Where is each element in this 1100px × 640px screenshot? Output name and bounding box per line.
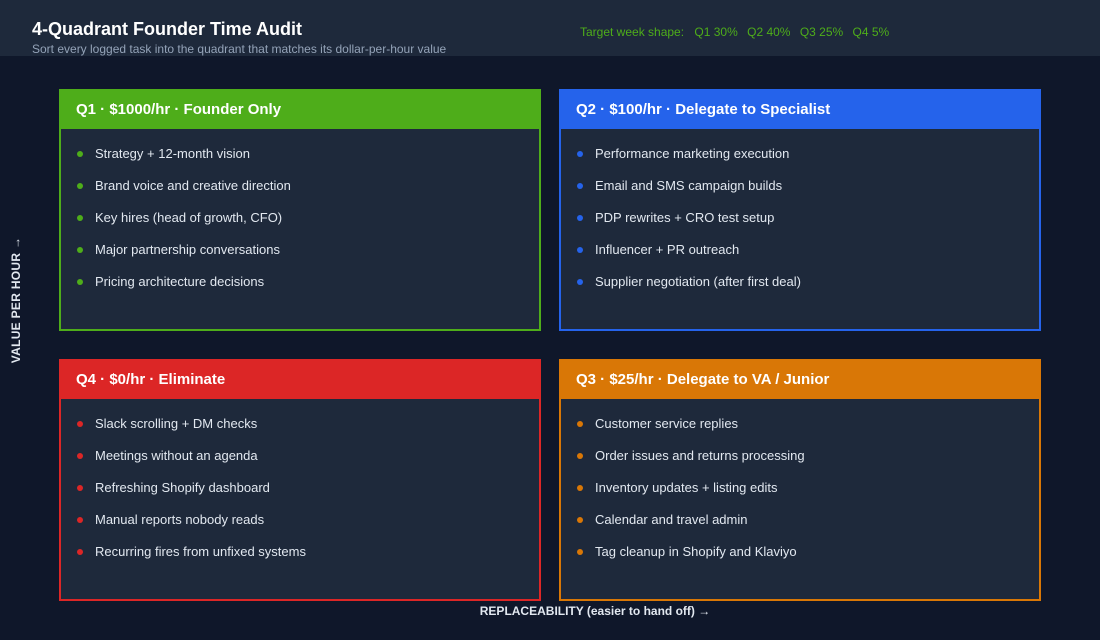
list-item: Influencer + PR outreach	[577, 241, 1039, 273]
list-item: Key hires (head of growth, CFO)	[77, 209, 539, 241]
page-title: 4-Quadrant Founder Time Audit	[32, 19, 303, 39]
list-item-text: Brand voice and creative direction	[95, 178, 291, 193]
list-item-text: Recurring fires from unfixed systems	[95, 544, 306, 559]
list-item-text: Supplier negotiation (after first deal)	[595, 274, 801, 289]
bullet-dot-icon	[77, 517, 83, 523]
bullet-dot-icon	[577, 151, 583, 157]
quadrant-q2: Q2 · $100/hr · Delegate to Specialist Pe…	[559, 89, 1041, 331]
list-item: Slack scrolling + DM checks	[77, 415, 539, 447]
list-item: Recurring fires from unfixed systems	[77, 543, 539, 575]
bullet-dot-icon	[577, 421, 583, 427]
bullet-dot-icon	[77, 549, 83, 555]
y-axis-label: VALUE PER HOUR →	[9, 236, 23, 364]
list-item-text: Major partnership conversations	[95, 242, 280, 257]
list-item-text: Performance marketing execution	[595, 146, 790, 161]
list-item: Customer service replies	[577, 415, 1039, 447]
list-item: Supplier negotiation (after first deal)	[577, 273, 1039, 305]
bullet-dot-icon	[577, 215, 583, 221]
quadrant-q4-list: Slack scrolling + DM checks Meetings wit…	[61, 399, 539, 575]
target-label: Target week shape:	[580, 25, 685, 39]
list-item: Refreshing Shopify dashboard	[77, 479, 539, 511]
bullet-dot-icon	[77, 183, 83, 189]
list-item-text: Meetings without an agenda	[95, 448, 258, 463]
quadrant-q4: Q4 · $0/hr · Eliminate Slack scrolling +…	[59, 359, 541, 601]
target-q1: Q1 30%	[694, 25, 738, 39]
quadrant-q3-list: Customer service replies Order issues an…	[561, 399, 1039, 575]
list-item-text: Slack scrolling + DM checks	[95, 416, 258, 431]
list-item-text: Pricing architecture decisions	[95, 274, 265, 289]
list-item-text: Manual reports nobody reads	[95, 512, 265, 527]
quadrant-q1-list: Strategy + 12-month vision Brand voice a…	[61, 129, 539, 305]
target-q4: Q4 5%	[852, 25, 890, 39]
list-item: Calendar and travel admin	[577, 511, 1039, 543]
bullet-dot-icon	[577, 453, 583, 459]
bullet-dot-icon	[577, 517, 583, 523]
list-item-text: Influencer + PR outreach	[595, 242, 740, 257]
list-item: Major partnership conversations	[77, 241, 539, 273]
quadrant-q3-title: Q3 · $25/hr · Delegate to VA / Junior	[561, 361, 1039, 399]
list-item-text: Key hires (head of growth, CFO)	[95, 210, 283, 225]
list-item: Performance marketing execution	[577, 145, 1039, 177]
bullet-dot-icon	[577, 485, 583, 491]
list-item: Inventory updates + listing edits	[577, 479, 1039, 511]
quadrant-q3: Q3 · $25/hr · Delegate to VA / Junior Cu…	[559, 359, 1041, 601]
bullet-dot-icon	[577, 183, 583, 189]
list-item: Email and SMS campaign builds	[577, 177, 1039, 209]
page-subtitle: Sort every logged task into the quadrant…	[32, 42, 447, 56]
list-item-text: Email and SMS campaign builds	[595, 178, 783, 193]
bullet-dot-icon	[577, 279, 583, 285]
bullet-dot-icon	[77, 485, 83, 491]
bullet-dot-icon	[577, 549, 583, 555]
target-q2: Q2 40%	[747, 25, 791, 39]
list-item: Meetings without an agenda	[77, 447, 539, 479]
list-item-text: Tag cleanup in Shopify and Klaviyo	[595, 544, 797, 559]
list-item: Order issues and returns processing	[577, 447, 1039, 479]
list-item-text: PDP rewrites + CRO test setup	[595, 210, 775, 225]
quadrant-q4-title: Q4 · $0/hr · Eliminate	[61, 361, 539, 399]
list-item-text: Order issues and returns processing	[595, 448, 805, 463]
bullet-dot-icon	[77, 151, 83, 157]
bullet-dot-icon	[77, 279, 83, 285]
list-item: Strategy + 12-month vision	[77, 145, 539, 177]
bullet-dot-icon	[77, 247, 83, 253]
bullet-dot-icon	[77, 215, 83, 221]
quadrant-q2-list: Performance marketing execution Email an…	[561, 129, 1039, 305]
list-item: Pricing architecture decisions	[77, 273, 539, 305]
list-item-text: Customer service replies	[595, 416, 739, 431]
target-q3: Q3 25%	[799, 25, 844, 39]
list-item-text: Strategy + 12-month vision	[95, 146, 250, 161]
quadrant-q2-title: Q2 · $100/hr · Delegate to Specialist	[561, 91, 1039, 129]
x-axis-label: REPLACEABILITY (easier to hand off) →	[479, 604, 711, 618]
list-item: PDP rewrites + CRO test setup	[577, 209, 1039, 241]
list-item-text: Inventory updates + listing edits	[595, 480, 778, 495]
list-item-text: Refreshing Shopify dashboard	[95, 480, 270, 495]
bullet-dot-icon	[77, 453, 83, 459]
bullet-dot-icon	[577, 247, 583, 253]
quadrant-q1-title: Q1 · $1000/hr · Founder Only	[61, 91, 539, 129]
list-item: Brand voice and creative direction	[77, 177, 539, 209]
bullet-dot-icon	[77, 421, 83, 427]
quadrant-q1: Q1 · $1000/hr · Founder Only Strategy + …	[59, 89, 541, 331]
target-week-shape: Target week shape: Q1 30% Q2 40% Q3 25% …	[580, 25, 895, 39]
list-item: Tag cleanup in Shopify and Klaviyo	[577, 543, 1039, 575]
list-item-text: Calendar and travel admin	[595, 512, 748, 527]
list-item: Manual reports nobody reads	[77, 511, 539, 543]
header-bar: 4-Quadrant Founder Time Audit Sort every…	[0, 0, 1100, 56]
